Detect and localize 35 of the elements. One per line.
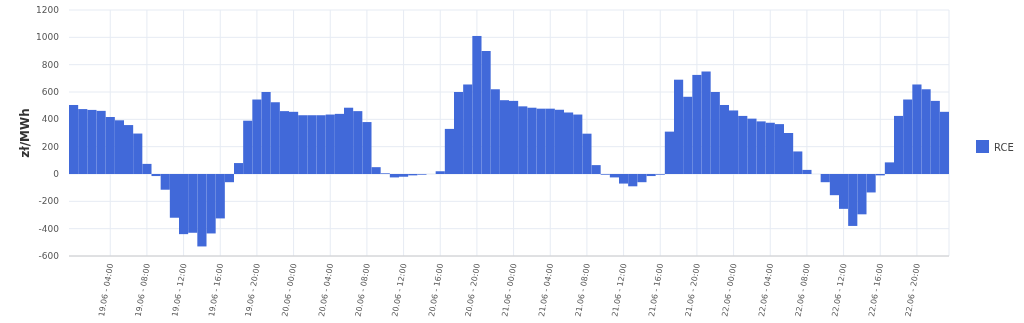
x-tick-label: 19.06 - 12:00 xyxy=(170,262,189,318)
x-tick-label: 19.06 - 16:00 xyxy=(206,262,226,318)
legend-label: RCE xyxy=(994,141,1014,153)
x-tick-label: 19.06 - 08:00 xyxy=(133,262,152,318)
y-tick-label: -600 xyxy=(38,251,60,262)
x-tick-label: 20.06 - 12:00 xyxy=(390,262,409,318)
y-tick-label: -400 xyxy=(38,223,60,234)
x-tick-label: 21.06 - 20:00 xyxy=(683,262,702,318)
y-tick-label: 600 xyxy=(41,87,60,98)
y-axis-title: zł/MWh xyxy=(18,108,32,158)
x-tick-label: 21.06 - 00:00 xyxy=(500,262,519,318)
x-tick-label: 22.06 - 16:00 xyxy=(866,262,886,318)
y-tick-label: 1200 xyxy=(36,5,60,16)
x-tick-label: 20.06 - 04:00 xyxy=(316,262,336,318)
x-tick-label: 22.06 - 04:00 xyxy=(756,262,776,318)
x-tick-label: 21.06 - 08:00 xyxy=(573,262,592,318)
x-tick-label: 20.06 - 08:00 xyxy=(353,262,372,318)
x-tick-label: 22.06 - 00:00 xyxy=(720,262,739,318)
x-tick-label: 20.06 - 00:00 xyxy=(280,262,299,318)
x-tick-label: 21.06 - 04:00 xyxy=(536,262,556,318)
x-tick-label: 20.06 - 20:00 xyxy=(463,262,482,318)
x-tick-label: 22.06 - 08:00 xyxy=(793,262,812,318)
y-tick-label: 0 xyxy=(53,169,60,180)
x-tick-label: 22.06 - 12:00 xyxy=(830,262,849,318)
y-tick-label: 200 xyxy=(41,141,60,152)
y-tick-label: 400 xyxy=(41,114,60,125)
y-tick-label: 800 xyxy=(41,59,60,70)
x-tick-label: 20.06 - 16:00 xyxy=(426,262,446,318)
x-tick-label: 21.06 - 16:00 xyxy=(646,262,666,318)
x-tick-label: 21.06 - 12:00 xyxy=(610,262,629,318)
x-tick-label: 19.06 - 04:00 xyxy=(96,262,116,318)
y-tick-label: 1000 xyxy=(36,32,60,43)
x-tick-label: 22.06 - 20:00 xyxy=(903,262,922,318)
x-tick-label: 19.06 - 20:00 xyxy=(243,262,262,318)
y-tick-label: -200 xyxy=(38,196,60,207)
